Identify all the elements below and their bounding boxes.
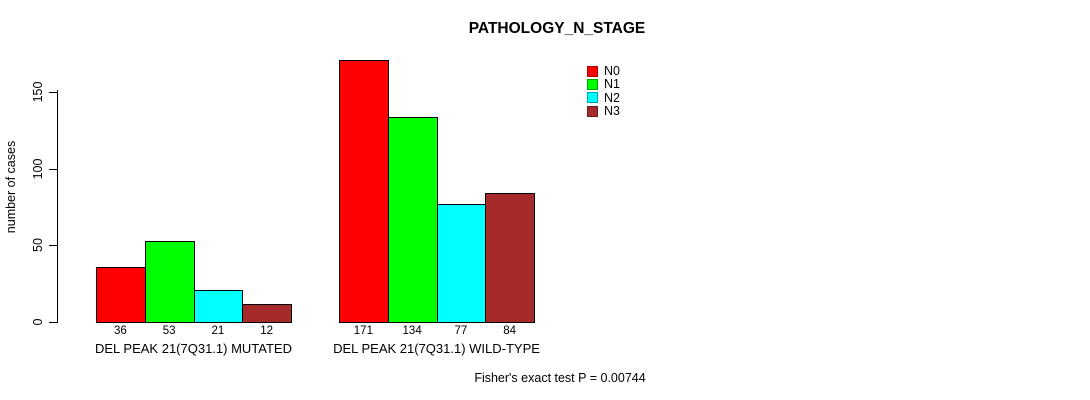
- bar-value-label: 21: [211, 325, 225, 337]
- bar-value-label: 84: [503, 325, 517, 337]
- chart-title: PATHOLOGY_N_STAGE: [468, 20, 646, 37]
- legend-item-n0: N0: [587, 64, 620, 78]
- legend-item-n1: N1: [587, 77, 620, 91]
- bar-n2-group1: [193, 289, 244, 323]
- y-tick-mark: [49, 168, 57, 170]
- legend-label: N2: [604, 90, 620, 105]
- y-tick-mark: [49, 91, 57, 93]
- legend-swatch-n0: [587, 65, 598, 77]
- legend-swatch-n3: [587, 105, 598, 117]
- bar-n0-group1: [96, 266, 146, 323]
- legend-label: N1: [604, 77, 620, 92]
- bar-n2-group2: [436, 203, 487, 323]
- legend-swatch-n1: [587, 78, 598, 90]
- legend-swatch-n2: [587, 92, 598, 104]
- bar-value-label: 36: [113, 325, 127, 337]
- bar-n3-group2: [485, 193, 535, 323]
- y-tick-label: 0: [31, 318, 45, 326]
- bar-n1-group2: [387, 116, 438, 323]
- y-axis-title: number of cases: [4, 140, 18, 234]
- bar-value-label: 134: [402, 325, 422, 337]
- group-label: DEL PEAK 21(7Q31.1) MUTATED: [95, 341, 292, 356]
- group-label: DEL PEAK 21(7Q31.1) WILD-TYPE: [333, 341, 540, 356]
- y-tick-mark: [49, 245, 57, 247]
- y-tick-label: 100: [31, 158, 45, 180]
- bar-value-label: 171: [353, 325, 373, 337]
- y-tick-label: 150: [31, 81, 45, 103]
- bar-n1-group1: [144, 240, 195, 323]
- y-tick-label: 50: [31, 238, 45, 253]
- bar-value-label: 77: [454, 325, 468, 337]
- legend-label: N3: [604, 104, 620, 119]
- bar-value-label: 12: [260, 325, 274, 337]
- bar-value-label: 53: [162, 325, 176, 337]
- bar-n3-group1: [242, 303, 292, 323]
- bar-n0-group2: [339, 59, 389, 323]
- y-axis-line: [57, 89, 58, 323]
- legend-item-n2: N2: [587, 91, 620, 105]
- legend-item-n3: N3: [587, 104, 620, 118]
- y-tick-mark: [49, 322, 57, 323]
- legend-label: N0: [604, 64, 620, 78]
- stat-test-annotation: Fisher's exact test P = 0.00744: [474, 371, 646, 385]
